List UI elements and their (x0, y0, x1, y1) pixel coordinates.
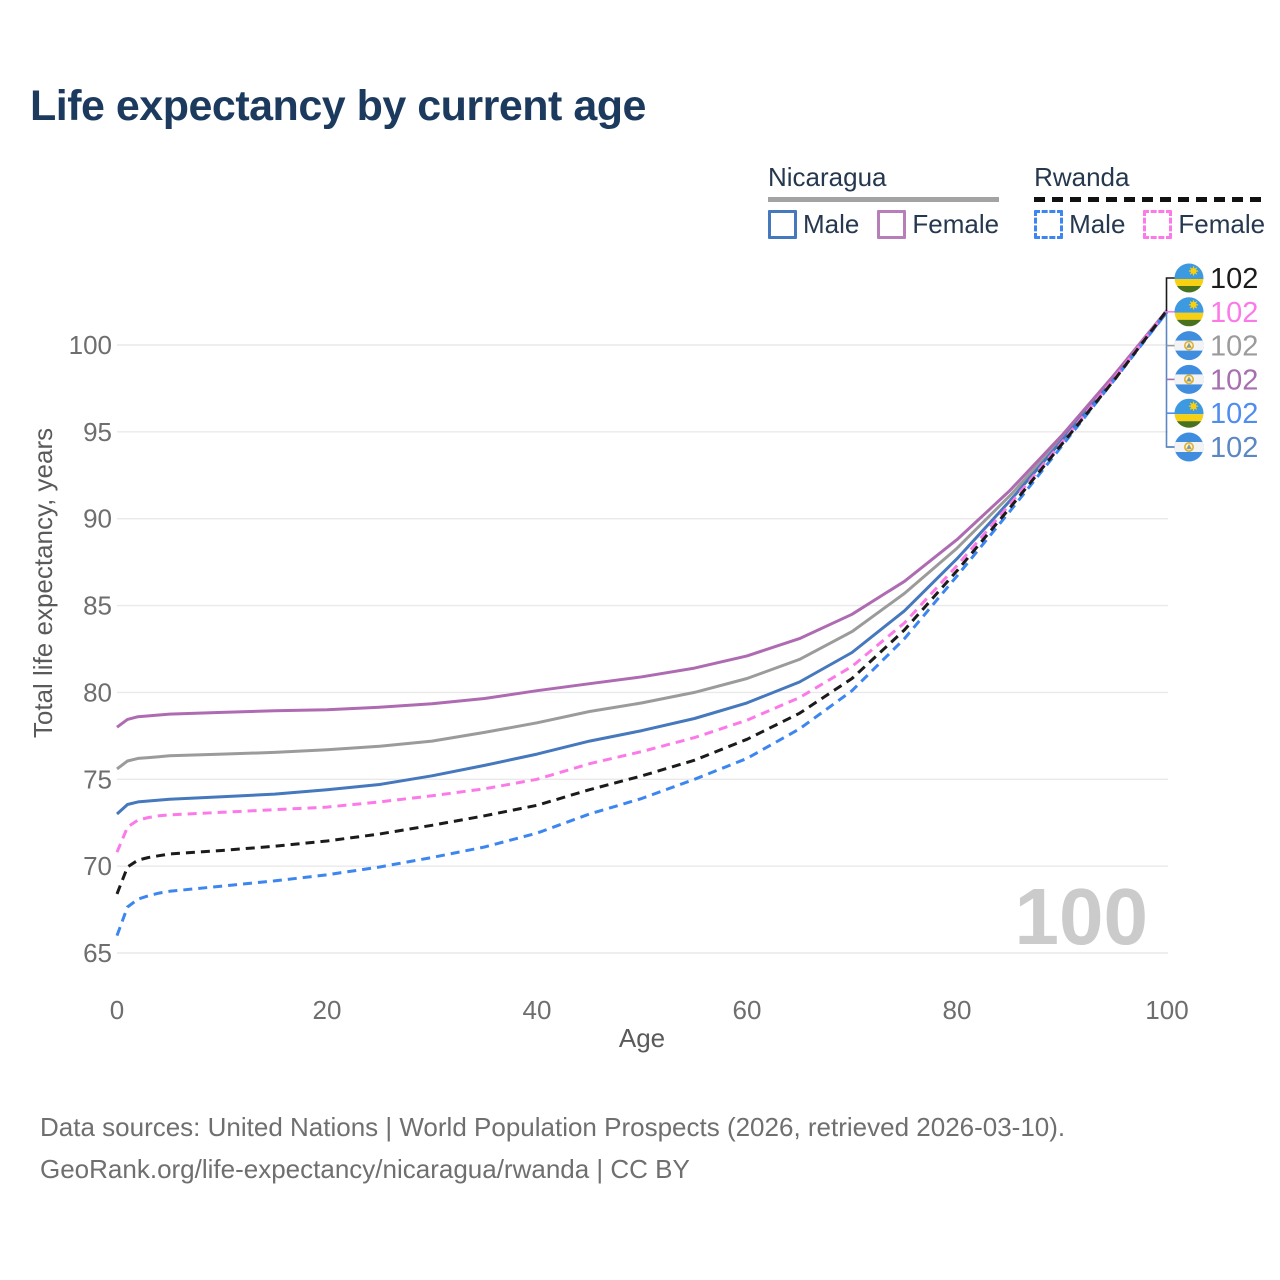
end-label-value: 102 (1210, 364, 1258, 396)
footer-attribution-line: GeoRank.org/life-expectancy/nicaragua/rw… (40, 1154, 690, 1184)
end-label-rwanda-female[interactable]: 102 (1174, 297, 1258, 329)
legend-country-rwanda[interactable]: Rwanda (1034, 162, 1130, 192)
legend-label: Male (1069, 209, 1126, 239)
y-tick-label: 80 (83, 677, 112, 707)
x-tick-label: 80 (943, 995, 972, 1025)
x-tick-label: 100 (1145, 995, 1188, 1025)
y-tick-label: 100 (69, 330, 112, 360)
x-tick-label: 60 (733, 995, 762, 1025)
end-label-rwanda-total[interactable]: 102 (1174, 263, 1258, 295)
end-label-value: 102 (1210, 398, 1258, 430)
x-tick-label: 0 (110, 995, 124, 1025)
rwanda-female-swatch-icon (1143, 210, 1173, 239)
x-tick-label: 20 (313, 995, 342, 1025)
chart-legend: Nicaragua Male Female Rwanda (768, 162, 1266, 240)
y-tick-label: 95 (83, 417, 112, 447)
legend-item-rwanda-female[interactable]: Female (1143, 209, 1265, 240)
end-label-nicaragua-male[interactable]: 102 (1174, 432, 1258, 464)
rwanda-flag-icon (1174, 398, 1204, 428)
y-tick-label: 75 (83, 764, 112, 794)
series-line-rwanda-female[interactable] (115, 309, 1169, 853)
y-tick-label: 70 (83, 851, 112, 881)
legend-label: Female (1178, 209, 1266, 239)
legend-item-nicaragua-female[interactable]: Female (877, 209, 999, 240)
rwanda-flag-icon (1174, 297, 1204, 327)
y-tick-label: 90 (83, 504, 112, 534)
series-line-nicaragua-female[interactable] (116, 309, 1169, 729)
nicaragua-linestyle-icon (768, 197, 1000, 202)
y-tick-label: 85 (83, 591, 112, 621)
legend-group-nicaragua: Nicaragua Male Female (768, 162, 1000, 240)
series-line-nicaragua-total[interactable] (116, 309, 1169, 771)
nicaragua-female-swatch-icon (877, 210, 907, 239)
nicaragua-male-swatch-icon (768, 210, 797, 239)
rwanda-linestyle-icon (1034, 197, 1266, 202)
end-label-nicaragua-total[interactable]: 102 (1174, 331, 1258, 363)
end-label-value: 102 (1210, 297, 1258, 329)
nicaragua-flag-icon (1174, 432, 1204, 462)
legend-group-rwanda: Rwanda Male Female (1034, 162, 1266, 240)
x-tick-label: 40 (523, 995, 552, 1025)
legend-label: Female (912, 209, 1000, 239)
rwanda-male-swatch-icon (1034, 210, 1064, 239)
footer: Data sources: United Nations | World Pop… (40, 1106, 1065, 1190)
end-label-rwanda-male[interactable]: 102 (1174, 398, 1258, 430)
end-label-value: 102 (1210, 432, 1258, 464)
footer-datasource-line: Data sources: United Nations | World Pop… (40, 1112, 1066, 1142)
legend-country-nicaragua[interactable]: Nicaragua (768, 162, 887, 192)
y-tick-label: 65 (83, 938, 112, 968)
legend-item-nicaragua-male[interactable]: Male (768, 209, 859, 240)
y-axis-title: Total life expectancy, years (28, 428, 58, 738)
x-axis-title: Age (619, 1023, 665, 1053)
legend-item-rwanda-male[interactable]: Male (1034, 209, 1125, 240)
leader-tick (1165, 277, 1176, 311)
age-watermark: 100 (1015, 872, 1148, 961)
end-label-nicaragua-female[interactable]: 102 (1174, 364, 1258, 396)
nicaragua-flag-icon (1174, 331, 1204, 361)
series-line-rwanda-total[interactable] (115, 309, 1169, 895)
end-label-value: 102 (1210, 263, 1258, 295)
series-line-rwanda-male[interactable] (115, 311, 1169, 937)
nicaragua-flag-icon (1174, 364, 1204, 394)
rwanda-flag-icon (1174, 263, 1204, 293)
end-label-value: 102 (1210, 331, 1258, 363)
series-line-nicaragua-male[interactable] (115, 311, 1169, 816)
legend-label: Male (803, 209, 860, 239)
page-title: Life expectancy by current age (30, 82, 646, 130)
